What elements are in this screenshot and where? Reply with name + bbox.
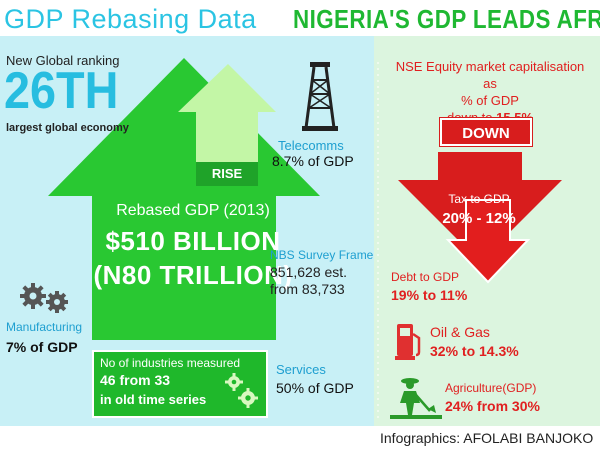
- services-label: Services: [276, 362, 326, 377]
- services-value: 50% of GDP: [276, 380, 354, 396]
- footer-strip: [0, 426, 600, 449]
- nse-line-1: NSE Equity market capitalisation as: [395, 59, 585, 91]
- agriculture-value: 24% from 30%: [445, 398, 540, 414]
- telecoms-label: Telecomms: [278, 138, 344, 153]
- gears-icon: [20, 283, 68, 313]
- nbs-survey-value-1: 851,628 est.: [270, 264, 348, 280]
- title-left: GDP Rebasing Data: [4, 4, 257, 34]
- rebased-gdp-label: Rebased GDP (2013): [116, 202, 270, 219]
- debt-value: 19% to 11%: [391, 287, 468, 303]
- telecoms-value: 8.7% of GDP: [272, 153, 354, 169]
- oil-gas-value: 32% to 14.3%: [430, 343, 519, 359]
- credit-name: AFOLABI BANJOKO: [463, 430, 594, 446]
- agriculture-label: Agriculture(GDP): [445, 381, 537, 395]
- rebased-gdp-usd: $510 BILLION: [105, 226, 281, 256]
- farmer-icon: [390, 378, 442, 419]
- industries-line-3: in old time series: [100, 392, 207, 407]
- industries-line-2: 46 from 33: [100, 372, 171, 388]
- tax-value: 20% - 12%: [442, 210, 516, 227]
- rise-badge: RISE: [196, 162, 258, 186]
- nbs-survey-value-2: from 83,733: [270, 281, 345, 297]
- small-gears-icon: [225, 373, 258, 408]
- title-right: NIGERIA'S GDP LEADS AFRICA: [293, 4, 600, 34]
- ranking-label: New Global ranking: [6, 53, 120, 68]
- credit-prefix: Infographics:: [380, 430, 464, 446]
- debt-label: Debt to GDP: [391, 270, 460, 284]
- oil-rig-icon: [302, 62, 338, 131]
- tax-label: Tax to GDP: [448, 192, 510, 206]
- manufacturing-label: Manufacturing: [6, 320, 83, 334]
- fuel-pump-icon: [395, 324, 421, 360]
- down-badge: DOWN: [440, 118, 532, 146]
- nse-text-block: NSE Equity market capitalisation as % of…: [390, 58, 590, 126]
- rebased-gdp-naira: (N80 TRILLION): [93, 260, 293, 290]
- oil-gas-label: Oil & Gas: [430, 324, 490, 340]
- industries-line-1: No of industries measured: [100, 356, 241, 370]
- nse-line-2: % of GDP: [461, 93, 519, 108]
- credit-line: Infographics: AFOLABI BANJOKO: [380, 430, 593, 446]
- nbs-survey-label: NBS Survey Frame: [270, 248, 374, 262]
- ranking-value: 26TH: [4, 62, 119, 120]
- manufacturing-value: 7% of GDP: [6, 339, 78, 355]
- ranking-sublabel: largest global economy: [6, 122, 129, 134]
